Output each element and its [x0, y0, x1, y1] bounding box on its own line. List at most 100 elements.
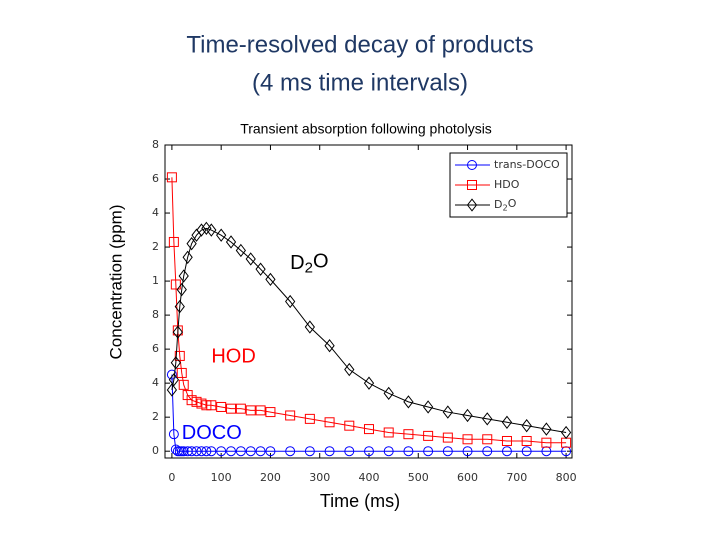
data-point	[186, 236, 197, 251]
data-point	[245, 446, 256, 457]
data-point	[168, 373, 179, 387]
data-point	[166, 172, 177, 183]
data-point	[285, 410, 296, 421]
data-point	[196, 446, 207, 457]
data-point	[501, 435, 512, 446]
x-tick-label: 100	[211, 471, 232, 484]
x-tick-label: 400	[358, 471, 379, 484]
x-tick-label: 300	[309, 471, 330, 484]
data-point	[225, 235, 237, 249]
legend-marker	[467, 180, 477, 190]
data-point	[462, 446, 473, 457]
data-point	[304, 320, 315, 334]
data-point	[196, 223, 207, 237]
y-tick-label: 0	[152, 444, 159, 457]
data-point	[482, 446, 493, 457]
data-point	[265, 407, 276, 418]
y-axis-label: Concentration (ppm)	[106, 205, 125, 360]
data-point	[168, 429, 179, 440]
x-axis-label: Time (ms)	[320, 491, 400, 511]
chart-title-line: (4 ms time intervals)	[252, 69, 468, 96]
data-point	[178, 446, 189, 457]
data-point	[166, 383, 178, 397]
y-tick-label: 6	[152, 172, 159, 185]
data-point	[182, 250, 193, 264]
data-point	[216, 446, 227, 457]
data-point	[226, 446, 237, 457]
data-point	[324, 446, 335, 457]
data-point	[462, 434, 473, 445]
data-point	[216, 401, 227, 412]
annotation: D2O	[290, 251, 328, 277]
data-point	[423, 430, 434, 441]
data-point	[285, 294, 296, 309]
data-point	[174, 299, 185, 314]
annotation: DOCO	[182, 422, 242, 444]
data-point	[482, 412, 493, 426]
data-point	[521, 435, 532, 446]
data-point	[442, 432, 453, 443]
data-point	[324, 417, 335, 428]
data-point	[255, 405, 266, 416]
x-tick-label: 500	[408, 471, 429, 484]
legend-label: trans-DOCO	[494, 158, 560, 171]
data-point	[501, 415, 513, 429]
data-point	[501, 446, 512, 457]
data-point	[324, 339, 335, 353]
x-tick-label: 0	[168, 471, 175, 484]
legend-marker	[467, 160, 477, 170]
data-point	[521, 446, 532, 457]
data-point	[344, 362, 355, 377]
data-point	[245, 252, 256, 266]
data-point	[226, 403, 237, 414]
data-point	[168, 236, 179, 247]
data-point	[423, 446, 434, 457]
x-tick-label: 800	[556, 471, 577, 484]
data-point	[442, 405, 453, 419]
y-tick-label: 8	[152, 138, 159, 151]
data-point	[170, 279, 181, 290]
data-point	[166, 369, 177, 380]
data-point	[201, 446, 212, 457]
data-point	[178, 379, 189, 390]
data-point	[170, 356, 181, 370]
data-point	[482, 434, 493, 445]
data-point	[560, 425, 572, 440]
data-point	[344, 420, 355, 431]
legend-marker	[466, 198, 478, 212]
legend-label: D2O	[494, 197, 517, 212]
data-point	[182, 390, 193, 401]
data-point	[174, 350, 185, 361]
y-tick-label: 8	[152, 308, 159, 321]
data-point	[191, 446, 202, 457]
data-point	[206, 400, 217, 411]
data-point	[172, 325, 183, 339]
data-point	[344, 446, 355, 457]
data-point	[255, 446, 266, 457]
x-tick-label: 200	[260, 471, 281, 484]
data-point	[235, 403, 246, 414]
data-point	[235, 243, 247, 258]
data-point	[178, 269, 189, 283]
data-point	[363, 376, 375, 390]
data-point	[422, 400, 434, 414]
data-point	[265, 446, 276, 457]
data-point	[186, 446, 197, 457]
data-point	[521, 419, 532, 433]
data-point	[403, 395, 414, 409]
data-point	[245, 405, 256, 416]
chart-subtitle: Transient absorption following photolysi…	[240, 121, 492, 137]
y-tick-label: 2	[152, 240, 159, 253]
data-point	[235, 446, 246, 457]
data-point	[285, 446, 296, 457]
data-point	[363, 424, 374, 435]
series-line	[171, 227, 567, 433]
data-point	[265, 272, 276, 287]
y-tick-label: 2	[152, 410, 159, 423]
chart-title-line: Time-resolved decay of products	[186, 31, 533, 58]
data-point	[176, 282, 187, 297]
data-point	[403, 446, 414, 457]
data-point	[383, 386, 394, 401]
annotation: HOD	[211, 346, 255, 368]
